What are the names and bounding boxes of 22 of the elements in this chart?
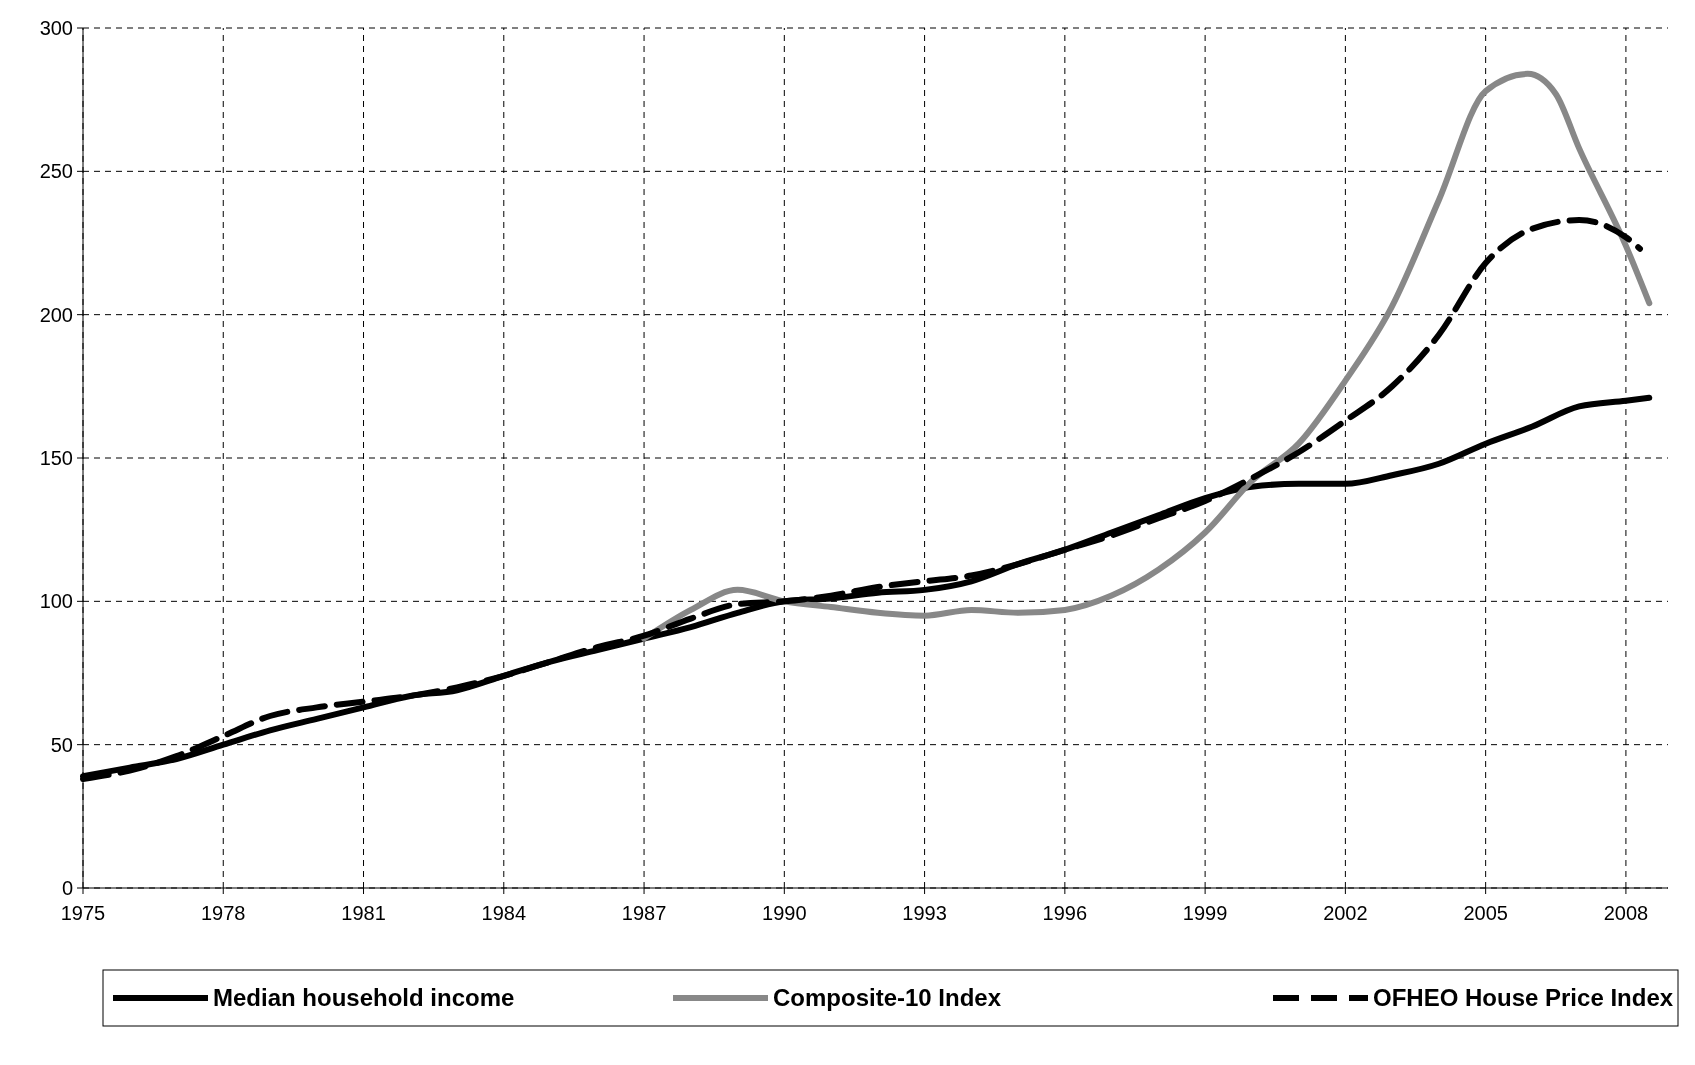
y-tick-label: 150 — [39, 447, 73, 469]
x-tick-label: 1975 — [60, 902, 106, 924]
legend-label: OFHEO House Price Index — [1373, 984, 1674, 1012]
y-tick-label: 50 — [50, 733, 73, 756]
y-tick-label: 0 — [61, 877, 73, 899]
y-tick-label: 250 — [39, 160, 73, 183]
y-tick-label: 300 — [39, 17, 73, 39]
y-tick-label: 100 — [39, 590, 73, 613]
x-tick-label: 1984 — [481, 902, 527, 924]
x-tick-label: 1999 — [1182, 902, 1228, 924]
x-tick-label: 1993 — [902, 902, 947, 924]
x-tick-label: 1996 — [1042, 902, 1088, 924]
x-tick-label: 2002 — [1323, 902, 1368, 924]
legend-label: Median household income — [213, 984, 515, 1012]
x-tick-label: 2005 — [1463, 902, 1508, 924]
x-tick-label: 1978 — [201, 902, 246, 924]
x-tick-label: 1987 — [621, 902, 667, 924]
x-tick-label: 1990 — [762, 902, 807, 924]
x-tick-label: 2008 — [1603, 902, 1649, 924]
x-tick-label: 1981 — [341, 902, 386, 924]
legend-label: Composite-10 Index — [773, 984, 1002, 1012]
y-tick-label: 200 — [39, 303, 73, 326]
